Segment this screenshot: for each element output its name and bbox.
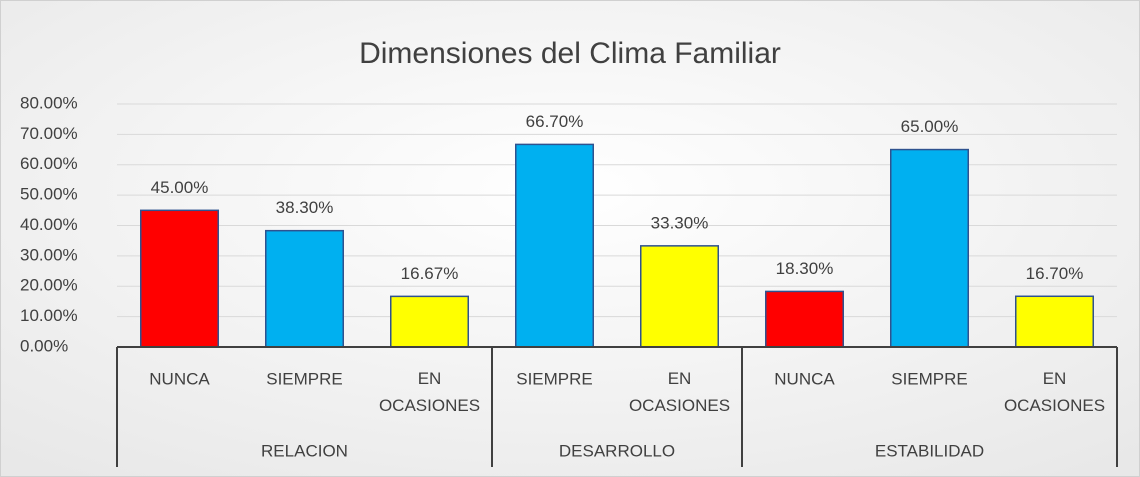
bar xyxy=(640,245,719,348)
x-tick-label: SIEMPRE xyxy=(516,369,593,388)
x-tick-label: NUNCA xyxy=(774,369,835,388)
value-label: 66.70% xyxy=(526,112,584,131)
chart-title: Dimensiones del Clima Familiar xyxy=(359,37,781,70)
y-tick-label: 60.00% xyxy=(20,154,78,173)
x-tick-label: NUNCA xyxy=(149,369,210,388)
bar xyxy=(765,290,844,348)
bar xyxy=(515,143,594,348)
y-tick-label: 30.00% xyxy=(20,245,78,264)
x-tick-label: EN OCASIONES xyxy=(629,369,730,415)
value-label: 16.67% xyxy=(401,264,459,283)
y-tick-label: 50.00% xyxy=(20,185,78,204)
y-tick-label: 40.00% xyxy=(20,215,78,234)
value-label: 65.00% xyxy=(901,117,959,136)
bar xyxy=(890,148,969,348)
x-tick-label: SIEMPRE xyxy=(891,369,968,388)
group-label: DESARROLLO xyxy=(559,441,675,460)
bar xyxy=(1015,295,1094,348)
bar xyxy=(265,229,344,348)
x-tick-label: EN OCASIONES xyxy=(1004,369,1105,415)
y-tick-label: 10.00% xyxy=(20,306,78,325)
value-label: 16.70% xyxy=(1026,264,1084,283)
bar xyxy=(390,295,469,348)
group-label: RELACION xyxy=(261,441,348,460)
value-label: 18.30% xyxy=(776,259,834,278)
value-label: 38.30% xyxy=(276,198,334,217)
value-label: 45.00% xyxy=(151,178,209,197)
y-tick-label: 0.00% xyxy=(20,336,68,355)
value-label: 33.30% xyxy=(651,213,709,232)
group-label: ESTABILIDAD xyxy=(875,441,984,460)
y-tick-label: 70.00% xyxy=(20,124,78,143)
x-tick-label: SIEMPRE xyxy=(266,369,343,388)
bar xyxy=(140,209,219,348)
x-tick-label: EN OCASIONES xyxy=(379,369,480,415)
y-tick-label: 20.00% xyxy=(20,276,78,295)
y-tick-label: 80.00% xyxy=(20,93,78,112)
